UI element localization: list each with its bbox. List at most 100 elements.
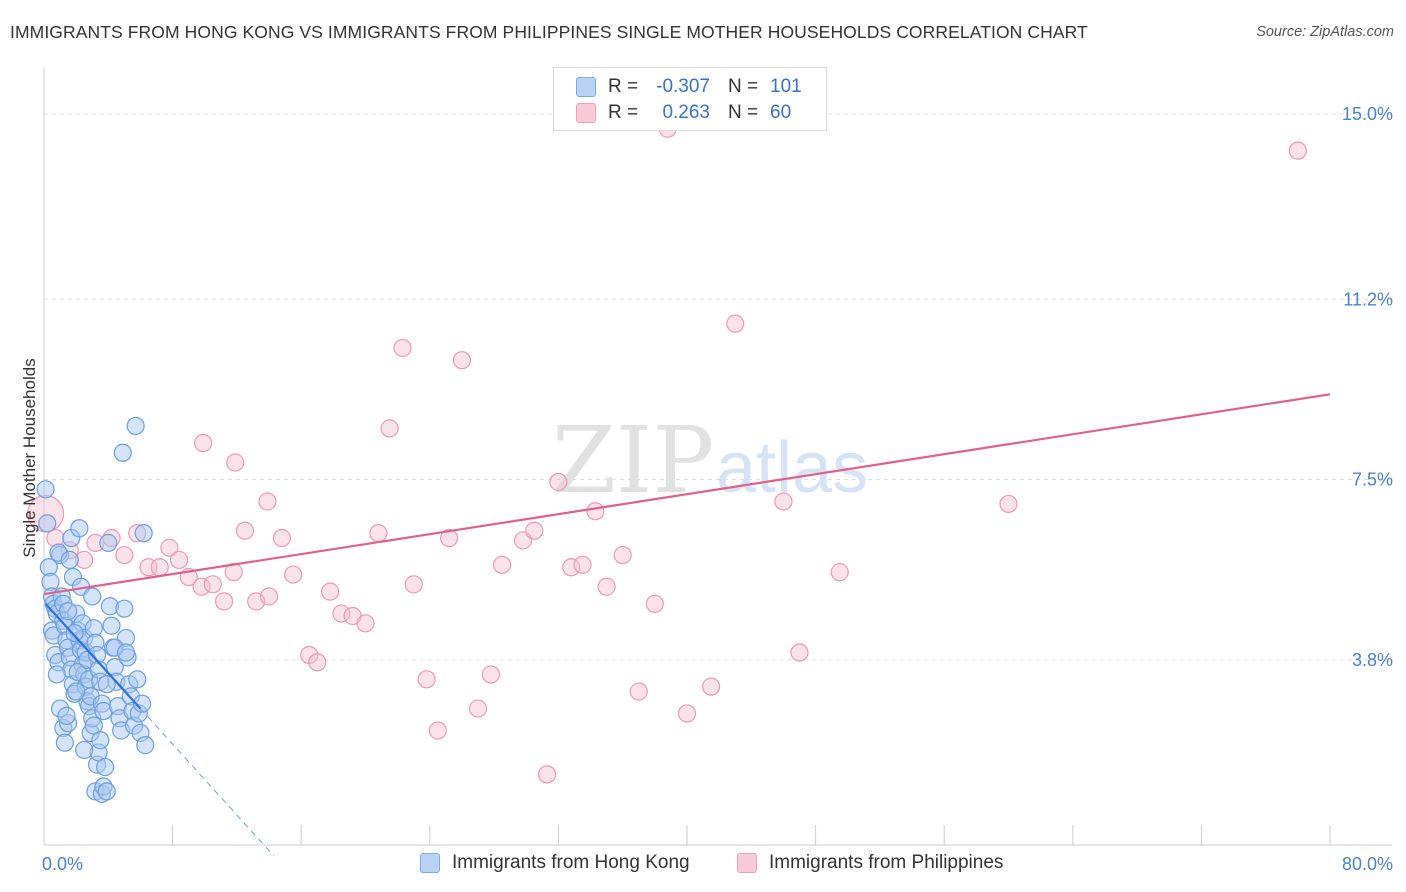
hong-kong-point (70, 519, 89, 538)
y-tick-label: 3.8% (1352, 650, 1393, 670)
legend-row-philippines: R = 0.263 N = 60 (576, 100, 791, 126)
hong-kong-point (136, 736, 155, 755)
legend-swatch-pink (737, 853, 757, 873)
philippines-point (192, 577, 211, 596)
legend-n-label: N = (727, 102, 759, 123)
hong-kong-point (99, 533, 118, 552)
legend-r-label: R = (608, 76, 639, 97)
hong-kong-point (91, 731, 110, 750)
hong-kong-point (65, 623, 84, 643)
x-tick-label: 80.0% (1342, 854, 1393, 874)
philippines-point (586, 502, 605, 521)
philippines-point (428, 721, 447, 740)
correlation-legend: R = -0.307 N = 101 R = 0.263 N = 60 (553, 67, 827, 131)
trend-lines (43, 393, 1331, 857)
philippines-point (259, 587, 279, 606)
philippines-point (493, 555, 512, 574)
philippines-point (538, 765, 557, 784)
legend-n-value: 60 (770, 102, 792, 123)
philippines-point (235, 521, 255, 540)
philippines-point (830, 563, 849, 582)
philippines-point (645, 594, 664, 613)
hong-kong-point (113, 443, 132, 462)
philippines-point (284, 565, 303, 584)
philippines-point (999, 494, 1018, 514)
legend-r-value: -0.307 (656, 76, 710, 97)
legend-n-label: N = (727, 76, 759, 97)
legend-swatch-blue (420, 853, 440, 873)
y-tick-label: 11.2% (1343, 289, 1393, 309)
legend-n-value: 101 (770, 76, 802, 97)
philippines-point (369, 524, 388, 543)
philippines-point (356, 614, 375, 633)
philippines-point (549, 472, 568, 492)
philippines-point (702, 677, 721, 696)
philippines-point (573, 555, 592, 574)
source-credit: Source: ZipAtlas.com (1256, 24, 1394, 40)
hong-kong-point (36, 480, 55, 499)
hong-kong-point (57, 706, 76, 725)
philippines-point (160, 538, 179, 557)
hong-kong-point (132, 694, 152, 713)
watermark-atlas: atlas (716, 428, 868, 508)
legend-r-label: R = (608, 102, 639, 123)
legend-r-value: 0.263 (662, 102, 710, 123)
philippines-point (380, 419, 399, 438)
chart-title: IMMIGRANTS FROM HONG KONG VS IMMIGRANTS … (10, 22, 1088, 42)
grid-lines (44, 113, 1392, 661)
hong-kong-point (60, 550, 79, 570)
philippines-point (481, 665, 500, 684)
hong-kong-point (115, 599, 134, 618)
hong-kong-point (59, 602, 78, 621)
hong-kong-point (128, 670, 147, 689)
philippines-point (194, 433, 213, 453)
y-tick-label: 15.0% (1342, 104, 1393, 124)
philippines-point (452, 351, 472, 370)
legend-label-hong-kong: Immigrants from Hong Kong (452, 852, 690, 873)
hong-kong-point (116, 643, 136, 662)
hong-kong-point (55, 733, 74, 752)
legend-swatch-blue (576, 77, 596, 97)
philippines-point (417, 670, 436, 689)
philippines-point (272, 528, 292, 548)
philippines-point (393, 338, 412, 358)
philippines-point (597, 577, 616, 596)
philippines-point (203, 575, 222, 594)
axes (43, 68, 1392, 846)
philippines-point (404, 575, 423, 594)
philippines-point (226, 453, 245, 472)
philippines-point (468, 699, 488, 718)
hong-kong-point (126, 416, 145, 436)
legend-swatch-pink (576, 103, 596, 123)
philippines-point (726, 314, 745, 333)
hong-kong-point (67, 682, 86, 701)
hong-kong-point (47, 665, 66, 684)
legend-item-philippines[interactable]: Immigrants from Philippines (737, 852, 1003, 874)
philippines-point (258, 492, 277, 511)
hong-kong-point (75, 740, 94, 760)
hong-kong-point (97, 675, 116, 694)
data-points (27, 119, 1307, 803)
hong-kong-point (38, 514, 57, 533)
y-axis-title: Single Mother Households (20, 358, 39, 557)
philippines-point (562, 558, 581, 577)
philippines-point (150, 558, 169, 577)
philippines-point (774, 492, 793, 511)
philippines-point (439, 528, 459, 548)
series-legend: Immigrants from Hong Kong Immigrants fro… (0, 852, 1406, 878)
philippines-point (525, 521, 544, 540)
philippines-point (677, 704, 697, 723)
hong-kong-trend-extension (140, 708, 275, 857)
hong-kong-trend-line (44, 603, 142, 710)
hong-kong-point (95, 757, 115, 777)
legend-item-hong-kong[interactable]: Immigrants from Hong Kong (420, 852, 690, 874)
hong-kong-point (102, 616, 121, 635)
philippines-point (613, 545, 632, 565)
philippines-point (321, 582, 340, 601)
y-tick-label: 7.5% (1352, 470, 1393, 490)
legend-row-hong-kong: R = -0.307 N = 101 (576, 74, 802, 100)
philippines-point (629, 682, 648, 701)
philippines-point (115, 545, 134, 565)
watermark-zip: ZIP (552, 407, 714, 514)
